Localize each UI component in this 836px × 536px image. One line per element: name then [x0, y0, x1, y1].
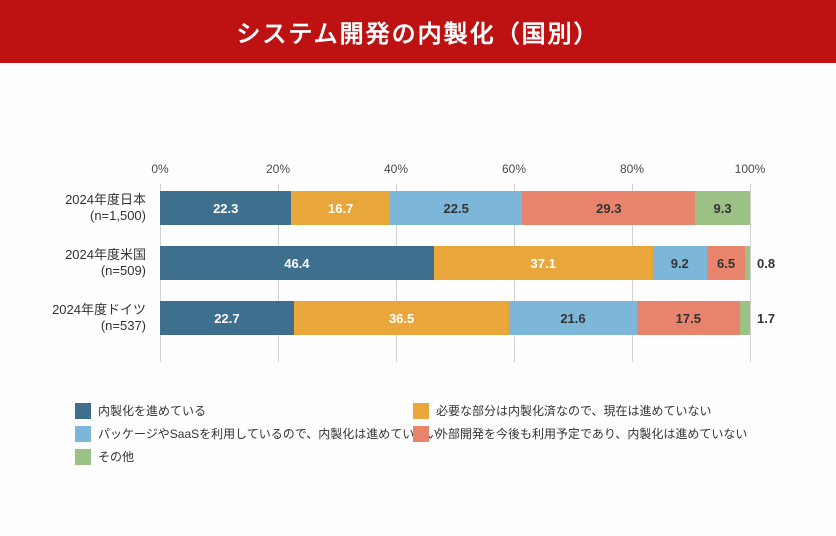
bar-segment: 6.5	[706, 246, 746, 280]
legend-label: 外部開発を今後も利用予定であり、内製化は進めていない	[436, 427, 748, 441]
bar-row: 22.7 36.5 21.6 17.5	[160, 301, 750, 335]
bar-segment: 36.5	[293, 301, 510, 335]
bar-row: 22.3 16.7 22.5 29.3 9.3	[160, 191, 750, 225]
bar-row: 46.4 37.1 9.2 6.5	[160, 246, 750, 280]
bar-segment: 21.6	[509, 301, 637, 335]
legend-swatch	[413, 425, 429, 442]
bar-segment: 46.4	[160, 246, 434, 280]
category-name: 2024年度米国	[65, 246, 146, 262]
category-n: (n=509)	[100, 263, 146, 278]
legend-item: 内製化を進めている	[75, 402, 413, 419]
bar-segment: 22.5	[389, 191, 523, 225]
category-label: 2024年度ドイツ (n=537)	[0, 301, 146, 335]
bar-segment: 37.1	[433, 246, 653, 280]
legend-item: 必要な部分は内製化済なので、現在は進めていない	[413, 402, 747, 419]
legend-label: 内製化を進めている	[98, 404, 207, 418]
legend-item: その他	[75, 448, 413, 465]
bar-segment: 22.7	[160, 301, 294, 335]
legend-item: パッケージやSaaSを利用しているので、内製化は進めていない	[75, 425, 438, 442]
bar-segment	[745, 246, 750, 280]
legend-label: パッケージやSaaSを利用しているので、内製化は進めていない	[98, 427, 439, 441]
bar-segment: 17.5	[636, 301, 740, 335]
category-name: 2024年度ドイツ	[52, 301, 146, 317]
bar-segment: 9.3	[695, 191, 750, 225]
category-n: (n=537)	[100, 318, 146, 333]
category-name: 2024年度日本	[65, 191, 146, 207]
legend-swatch	[75, 402, 91, 419]
axis-tick-label: 40%	[383, 162, 409, 176]
segment-value-label-outside: 1.7	[757, 310, 776, 326]
axis-tick-label: 100%	[734, 162, 766, 176]
bar-segment: 16.7	[291, 191, 390, 225]
segment-value-label-outside: 0.8	[757, 255, 776, 271]
legend-swatch	[75, 425, 91, 442]
legend-swatch	[75, 448, 91, 465]
legend: 内製化を進めている 必要な部分は内製化済なので、現在は進めていないパッケージやSa…	[75, 402, 747, 465]
axis-tick-label: 0%	[151, 162, 169, 176]
category-label: 2024年度日本 (n=1,500)	[0, 191, 146, 225]
category-n: (n=1,500)	[89, 208, 146, 223]
legend-swatch	[413, 402, 429, 419]
bar-segment: 9.2	[652, 246, 707, 280]
bar-segment: 22.3	[160, 191, 292, 225]
legend-item: 外部開発を今後も利用予定であり、内製化は進めていない	[413, 425, 747, 442]
title-banner: システム開発の内製化（国別）	[0, 0, 836, 63]
legend-label: その他	[98, 450, 135, 464]
axis-tick-label: 20%	[265, 162, 291, 176]
bar-segment	[739, 301, 750, 335]
axis-tick-label: 80%	[619, 162, 645, 176]
legend-label: 必要な部分は内製化済なので、現在は進めていない	[436, 404, 712, 418]
gridline	[750, 184, 751, 362]
page-title: システム開発の内製化（国別）	[236, 21, 600, 48]
category-label: 2024年度米国 (n=509)	[0, 246, 146, 280]
bar-segment: 29.3	[522, 191, 696, 225]
axis-tick-label: 60%	[501, 162, 527, 176]
